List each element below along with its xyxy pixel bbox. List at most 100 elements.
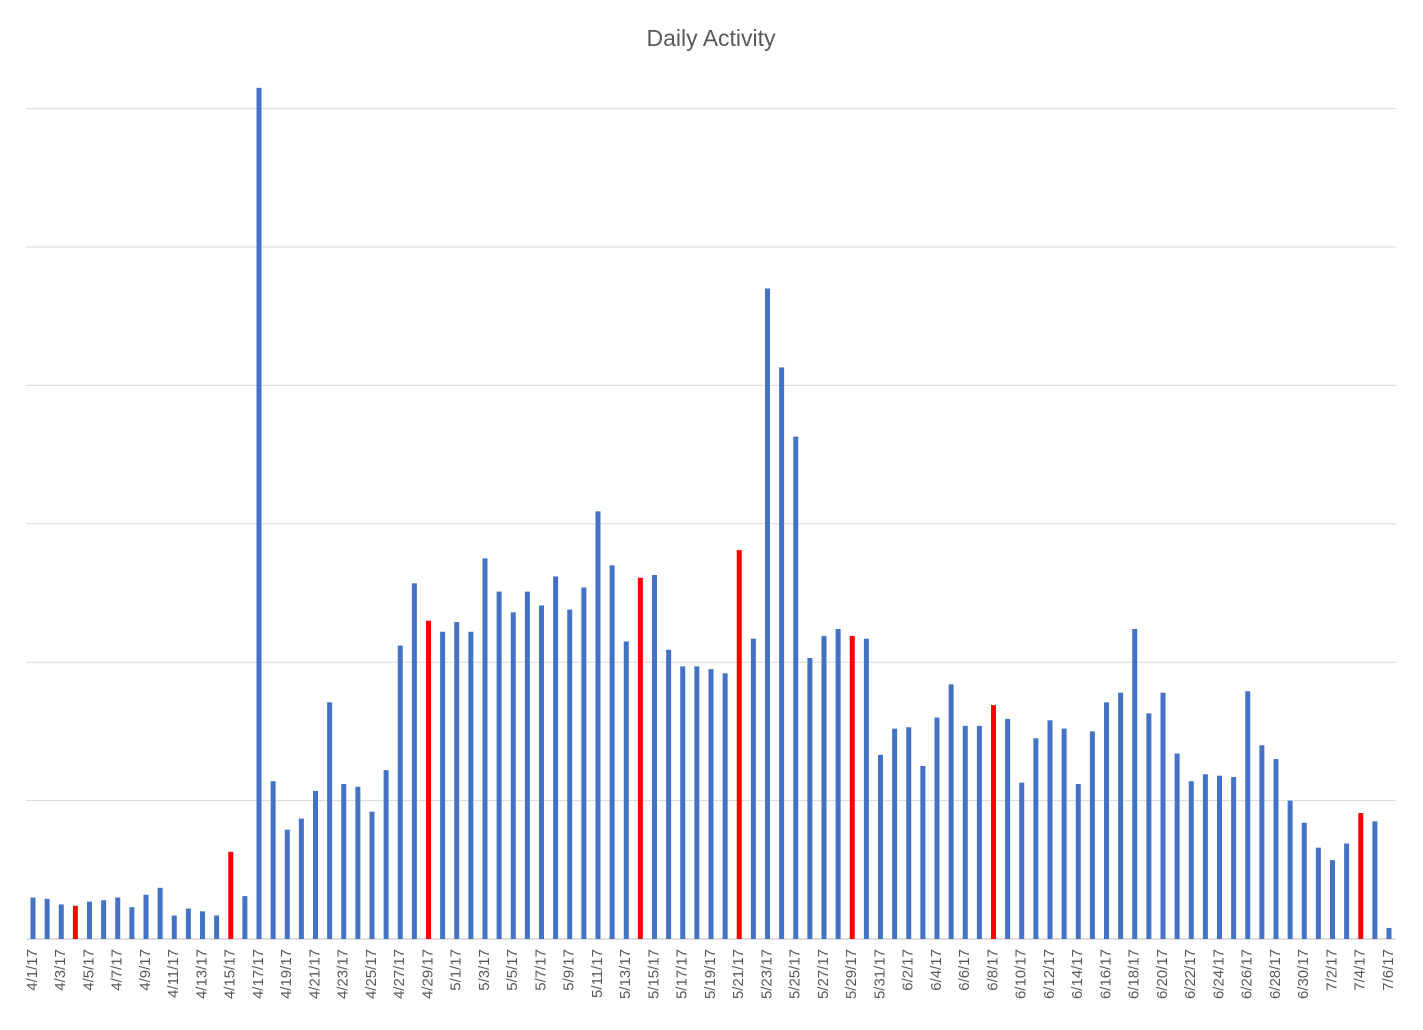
bar (256, 87, 262, 940)
x-tick-label: 4/23/17 (335, 949, 352, 999)
bar (72, 905, 78, 939)
x-tick-label: 5/17/17 (674, 949, 691, 999)
bar (200, 911, 205, 939)
bar (1231, 777, 1237, 939)
bar (44, 898, 50, 939)
bar (454, 622, 460, 939)
bar (1315, 847, 1321, 939)
x-tick-label: 5/21/17 (730, 949, 747, 999)
bar (524, 591, 530, 939)
x-tick-label: 5/31/17 (871, 949, 888, 999)
x-tick-label: 6/4/17 (928, 949, 945, 991)
bar (1202, 774, 1208, 939)
bar (1217, 775, 1222, 939)
x-tick-label: 5/11/17 (589, 949, 606, 998)
x-tick-label: 4/27/17 (391, 949, 408, 999)
bar (906, 727, 912, 939)
bar (171, 915, 177, 939)
bar (1118, 692, 1124, 939)
bar (228, 851, 234, 939)
x-tick-label: 6/2/17 (900, 949, 917, 991)
bar (129, 907, 135, 939)
bar (821, 635, 827, 939)
x-tick-label: 4/9/17 (137, 949, 154, 991)
bar (1259, 745, 1265, 939)
bar (313, 790, 318, 939)
bar (1104, 702, 1109, 939)
bar (736, 550, 742, 939)
bar (510, 612, 516, 939)
x-tick-label: 6/28/17 (1267, 949, 1284, 999)
bar (934, 717, 940, 939)
bar (1132, 628, 1138, 939)
x-tick-label: 4/25/17 (363, 949, 380, 999)
bar (1047, 720, 1053, 939)
x-tick-label: 7/4/17 (1352, 949, 1369, 991)
bar (849, 635, 855, 939)
bar (623, 641, 629, 939)
bar (680, 666, 686, 939)
bar (496, 591, 502, 939)
bar (1330, 860, 1335, 939)
bar (708, 669, 714, 939)
bar (185, 908, 191, 939)
bar (1273, 759, 1279, 939)
bar (1386, 927, 1392, 939)
x-tick-label: 4/3/17 (52, 949, 69, 991)
bar (807, 658, 813, 939)
bar (30, 897, 36, 939)
bar (284, 829, 290, 939)
x-tick-label: 6/26/17 (1239, 949, 1256, 999)
bar (976, 725, 982, 939)
x-tick-label: 6/16/17 (1097, 949, 1114, 999)
x-tick-label: 4/29/17 (419, 949, 436, 999)
bar (878, 754, 883, 939)
bar (270, 781, 276, 939)
x-tick-label: 5/1/17 (448, 949, 465, 991)
bar (58, 904, 64, 939)
x-tick-label: 6/12/17 (1041, 949, 1058, 999)
bar (991, 705, 996, 939)
bar (652, 575, 657, 939)
bar (962, 725, 968, 939)
bar (539, 605, 544, 939)
x-tick-label: 5/9/17 (561, 949, 578, 991)
bar (1287, 800, 1293, 939)
bar (722, 673, 728, 939)
bar (298, 818, 304, 939)
bar (214, 915, 220, 939)
bar (411, 583, 417, 939)
bar (87, 901, 92, 939)
bar (242, 896, 248, 939)
x-tick-label: 4/7/17 (109, 949, 126, 991)
x-tick-label: 6/6/17 (956, 949, 973, 991)
x-tick-label: 5/3/17 (476, 949, 493, 991)
x-tick-label: 5/19/17 (702, 949, 719, 999)
x-tick-label: 6/18/17 (1126, 949, 1143, 999)
bar (666, 649, 672, 939)
x-tick-label: 4/19/17 (278, 949, 295, 999)
x-tick-label: 5/23/17 (758, 949, 775, 999)
bar (1372, 821, 1378, 939)
bar (327, 702, 333, 939)
chart-title: Daily Activity (646, 25, 776, 51)
x-tick-label: 6/24/17 (1210, 949, 1227, 999)
x-tick-label: 4/21/17 (306, 949, 323, 999)
x-tick-label: 5/7/17 (532, 949, 549, 991)
bar (694, 666, 700, 939)
x-tick-label: 6/22/17 (1182, 949, 1199, 999)
bar (765, 288, 770, 939)
bar (835, 628, 841, 939)
bar (468, 631, 474, 939)
bar (1188, 781, 1194, 939)
x-tick-label: 5/27/17 (815, 949, 832, 999)
bar (750, 638, 756, 939)
bar (920, 766, 926, 939)
bar (482, 558, 488, 939)
x-tick-label: 4/11/17 (165, 949, 182, 998)
bar (1301, 822, 1307, 939)
x-tick-label: 4/17/17 (250, 949, 267, 999)
bar (1033, 738, 1039, 939)
bar (1089, 731, 1095, 939)
